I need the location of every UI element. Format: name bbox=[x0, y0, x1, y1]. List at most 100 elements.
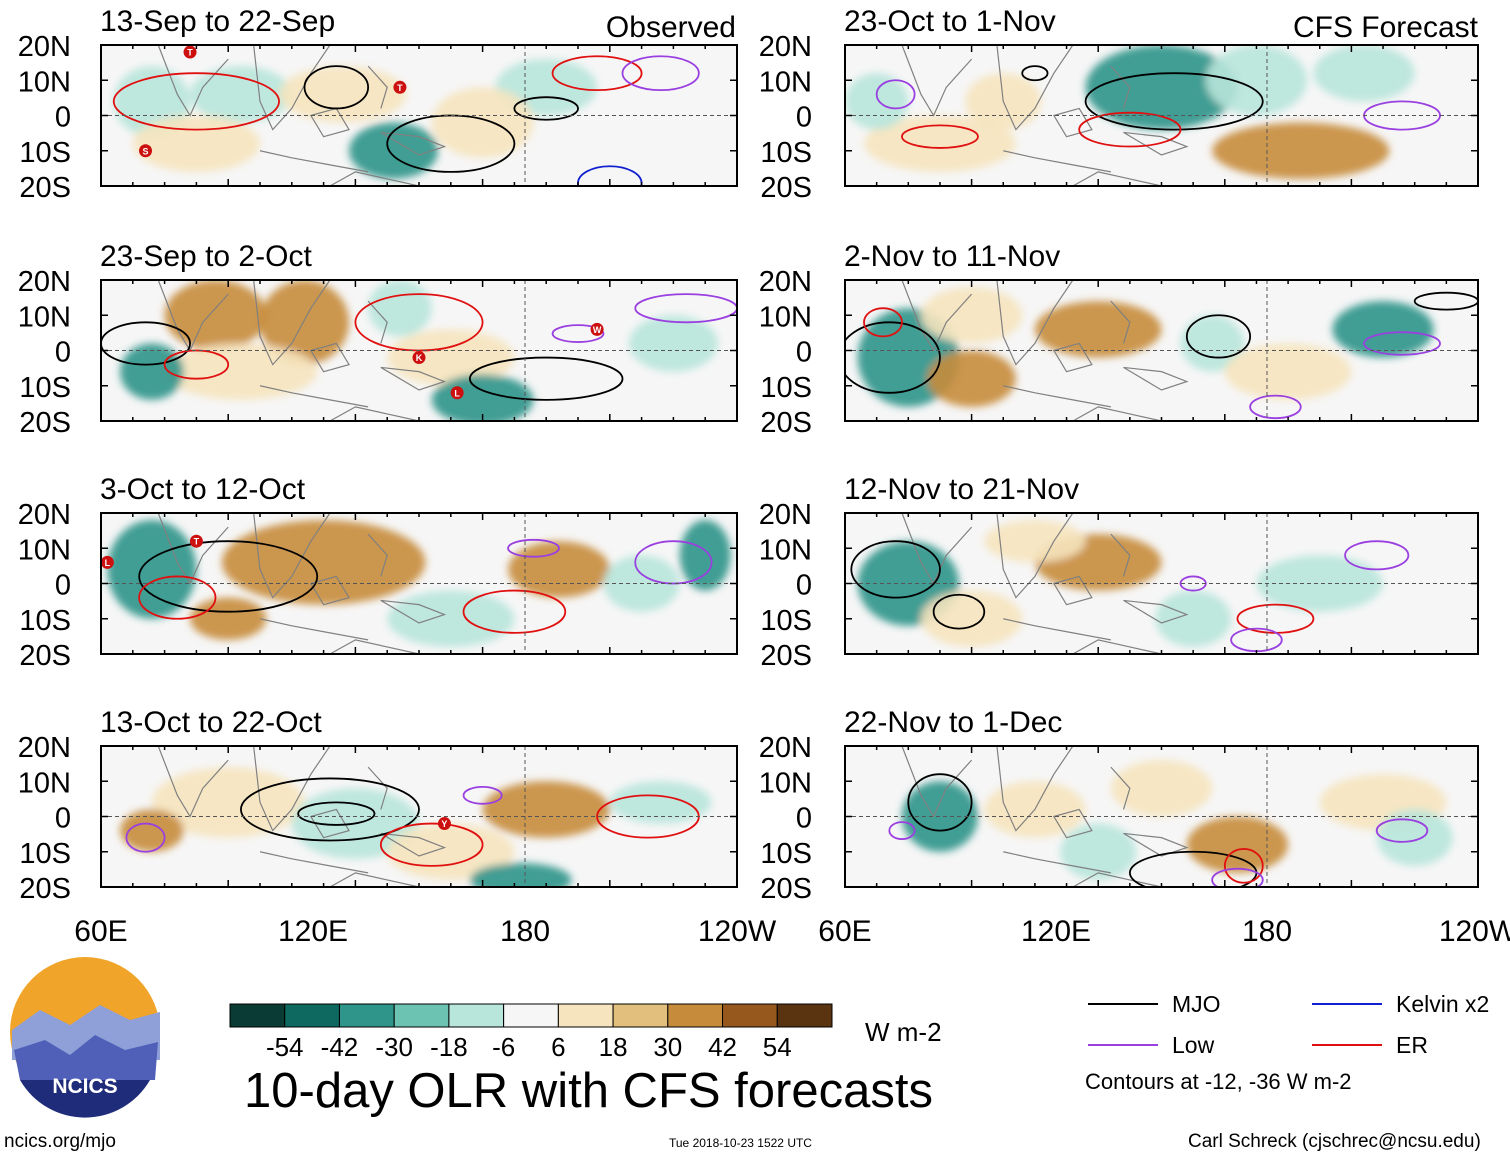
contour-line bbox=[1249, 394, 1302, 420]
coastlines bbox=[157, 746, 447, 887]
coast-new-guinea bbox=[380, 366, 447, 391]
olr-anomaly-blob bbox=[120, 809, 184, 852]
contour-line bbox=[1223, 848, 1264, 884]
olr-anomaly-blob bbox=[107, 520, 197, 619]
logo-text: NCICS bbox=[52, 1075, 117, 1098]
coast-australia bbox=[329, 872, 420, 887]
contour-line bbox=[1185, 314, 1252, 359]
olr-anomaly-blob bbox=[431, 374, 534, 421]
lat-label: 0 bbox=[796, 102, 812, 134]
lat-label: 10N bbox=[759, 767, 812, 799]
coast-indonesia bbox=[1003, 618, 1111, 641]
storm-marker: K bbox=[412, 351, 426, 365]
contour-line bbox=[379, 822, 484, 867]
coast-australia bbox=[1072, 171, 1162, 186]
colorbar-swatch bbox=[612, 1003, 669, 1028]
panel-ticks bbox=[100, 279, 738, 422]
contours bbox=[888, 773, 1429, 887]
map-panel bbox=[844, 44, 1479, 187]
panel-content: S T T bbox=[101, 45, 737, 186]
lat-label: 20N bbox=[759, 732, 812, 764]
lat-label: 10N bbox=[759, 301, 812, 333]
map-panel bbox=[844, 745, 1479, 888]
storm-marker-dot bbox=[139, 144, 153, 158]
olr-anomaly-blob bbox=[679, 520, 731, 591]
lon-label: 60E bbox=[818, 915, 871, 948]
coast-borneo bbox=[1052, 342, 1093, 373]
coast-borneo bbox=[1052, 808, 1093, 839]
olr-anomaly-blob bbox=[1060, 823, 1137, 880]
colorbar-swatch bbox=[722, 1003, 778, 1028]
logo-mountains-front bbox=[14, 1035, 158, 1080]
coast-australia bbox=[1072, 639, 1162, 654]
logo-base bbox=[20, 1080, 150, 1118]
coast-australia bbox=[1072, 872, 1162, 887]
storm-marker-dot bbox=[450, 386, 464, 400]
contours bbox=[850, 540, 1410, 653]
coast-new-guinea bbox=[380, 599, 447, 624]
map-panel: S T T bbox=[100, 44, 738, 187]
coast-borneo bbox=[309, 107, 350, 138]
coastlines bbox=[901, 746, 1189, 887]
coast-indonesia bbox=[259, 618, 369, 641]
lat-label: 20N bbox=[18, 499, 71, 531]
lat-label: 10S bbox=[19, 137, 71, 169]
olr-anomaly-blob bbox=[1376, 809, 1453, 866]
lat-label: 20S bbox=[19, 407, 71, 439]
coast-borneo bbox=[309, 342, 350, 373]
lat-label: 0 bbox=[796, 803, 812, 835]
lat-label: 10S bbox=[19, 605, 71, 637]
olr-anomaly-blob bbox=[1332, 301, 1434, 358]
coast-philippines bbox=[1110, 766, 1131, 810]
panel-content: Y bbox=[101, 746, 737, 887]
footer-url[interactable]: ncics.org/mjo bbox=[4, 1131, 116, 1152]
main-title: 10-day OLR with CFS forecasts bbox=[244, 1064, 933, 1118]
olr-anomaly-blob bbox=[1205, 45, 1308, 116]
footer-timestamp: Tue 2018-10-23 1522 UTC bbox=[669, 1136, 812, 1150]
contour-line bbox=[850, 540, 941, 599]
olr-anomaly-blob bbox=[609, 781, 712, 824]
column-header-observed: Observed bbox=[606, 11, 736, 44]
legend-item: Low bbox=[1088, 1032, 1215, 1058]
olr-anomaly-blob bbox=[628, 315, 718, 372]
lat-label: 0 bbox=[796, 337, 812, 369]
panel-content bbox=[845, 513, 1478, 654]
olr-anomaly-blob bbox=[1313, 45, 1415, 102]
coast-new-guinea bbox=[380, 131, 447, 156]
storm-marker: L bbox=[450, 386, 464, 400]
colorbar-swatch bbox=[448, 1003, 505, 1028]
contour-line bbox=[1375, 818, 1429, 843]
contour-line bbox=[888, 821, 916, 840]
coast-indochina bbox=[253, 280, 331, 366]
contour-line bbox=[551, 55, 643, 92]
olr-anomaly-blob bbox=[984, 520, 1086, 563]
contours bbox=[125, 777, 700, 867]
contour-line bbox=[462, 589, 567, 634]
olr-anomaly-field bbox=[120, 767, 712, 887]
olr-anomaly-blob bbox=[1085, 45, 1238, 130]
storm-marker-dot bbox=[393, 80, 407, 94]
panel-content bbox=[845, 746, 1478, 887]
footer-credit: Carl Schreck (cjschrec@ncsu.edu) bbox=[1188, 1131, 1481, 1152]
coast-new-guinea bbox=[1123, 832, 1189, 857]
coast-india bbox=[157, 513, 229, 585]
coast-new-guinea bbox=[380, 832, 447, 857]
lat-label: 20S bbox=[760, 640, 812, 672]
contour-line bbox=[845, 321, 941, 394]
coast-philippines bbox=[367, 533, 388, 577]
panel-ticks bbox=[100, 745, 738, 888]
lat-label: 10N bbox=[759, 66, 812, 98]
lat-label: 20N bbox=[759, 499, 812, 531]
panel-ticks bbox=[100, 44, 738, 187]
coast-indonesia bbox=[1003, 150, 1111, 173]
lat-label: 20S bbox=[760, 407, 812, 439]
contour-line bbox=[513, 96, 579, 121]
storm-marker: L bbox=[101, 555, 114, 569]
contour-line bbox=[901, 124, 979, 149]
panel-title: 12-Nov to 21-Nov bbox=[844, 473, 1079, 506]
olr-anomaly-blob bbox=[1212, 122, 1390, 179]
colorbar-swatch bbox=[284, 1003, 340, 1028]
